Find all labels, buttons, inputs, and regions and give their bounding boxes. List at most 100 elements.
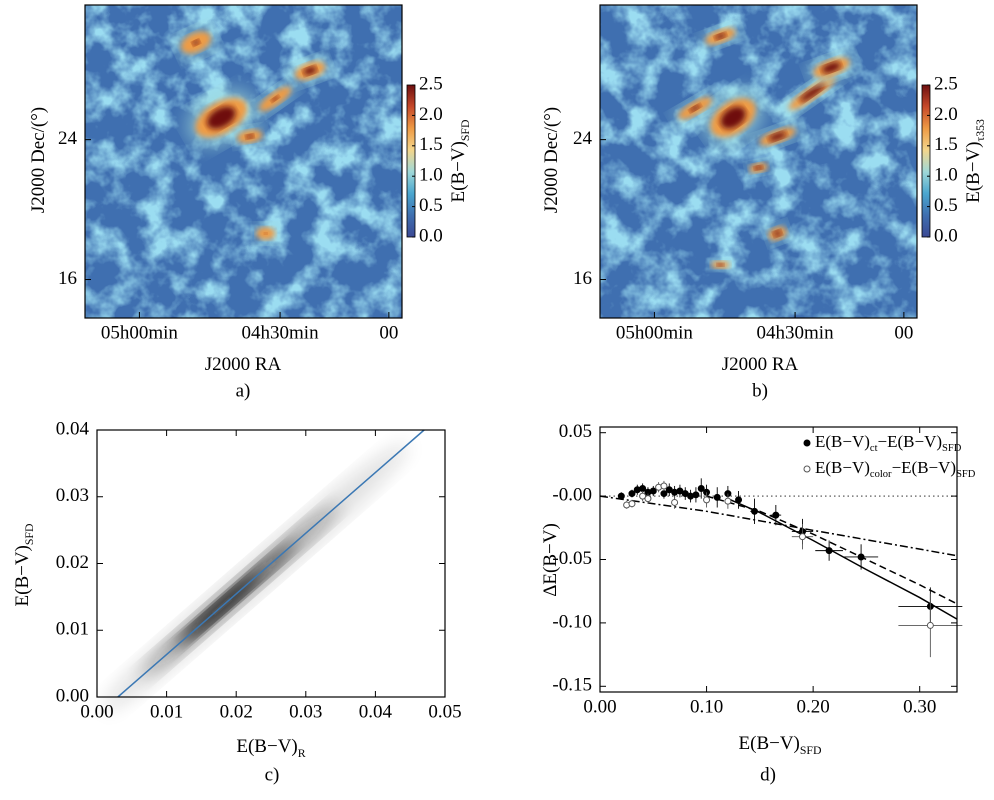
y-axis-label-part: J2000 Dec/(°) (541, 107, 562, 213)
model-line (599, 495, 958, 557)
map-feature (821, 62, 841, 73)
x-axis-label-part: J2000 RA (205, 354, 282, 375)
map-feature (192, 39, 200, 46)
colorbar-label-part: E(B−V) (448, 141, 469, 202)
y-axis-label-part: E(B−V) (12, 545, 33, 606)
x-tick-label: 0.00 (583, 696, 616, 717)
data-point (735, 496, 743, 504)
y-axis-label-part: ΔE(B−V) (540, 523, 561, 597)
y-tick-label: -0.10 (552, 611, 592, 632)
data-point (825, 547, 833, 555)
y-axis-label: J2000 Dec/(°) (28, 107, 49, 213)
legend-label-part: ct (870, 443, 878, 454)
x-axis-label: E(B−V)SFD (739, 733, 822, 757)
caption: a) (236, 380, 251, 401)
y-axis-label-part: J2000 Dec/(°) (28, 107, 49, 213)
legend-marker (803, 465, 811, 473)
colorbar-label-part: τ353 (974, 119, 987, 141)
data-point (649, 487, 657, 495)
map-image (600, 5, 917, 318)
x-tick-label: 0.10 (690, 696, 723, 717)
colorbar (406, 84, 416, 238)
caption: d) (760, 764, 776, 785)
x-tick-label: 00 (894, 322, 913, 343)
x-axis-label-part: SFD (800, 744, 822, 757)
map-feature (271, 95, 280, 102)
legend-label: E(B−V)color−E(B−V)SFD (815, 458, 976, 480)
data-point (639, 484, 647, 492)
y-axis-label: E(B−V)SFD (12, 523, 36, 606)
map-texture (85, 5, 402, 318)
colorbar-tick-label: 2.5 (419, 73, 443, 94)
colorbar-tick-label: 0.5 (419, 195, 443, 216)
y-axis-label-part: SFD (23, 523, 36, 545)
data-point (798, 533, 806, 541)
colorbar-tick-label: 1.5 (419, 134, 443, 155)
x-tick-label: 05h00min (616, 322, 694, 343)
map-feature (720, 106, 746, 129)
data-point (671, 498, 679, 506)
colorbar-tick-label: 1.0 (934, 165, 958, 186)
model-line (727, 497, 958, 620)
colorbar-label-part: E(B−V) (963, 142, 984, 203)
x-tick-label: 0.30 (903, 696, 936, 717)
legend-label-part: −E(B−V) (878, 432, 943, 451)
data-point (724, 497, 732, 505)
x-tick-label: 0.05 (428, 701, 461, 722)
data-point (660, 482, 668, 490)
y-tick-label: 16 (573, 268, 592, 289)
x-tick-label: 04h30min (757, 322, 835, 343)
data-point (703, 496, 711, 504)
x-tick-label: 04h30min (242, 322, 320, 343)
y-tick-label: 0.02 (56, 552, 89, 573)
y-tick-label: 0.03 (56, 485, 89, 506)
map-feature (716, 263, 725, 267)
y-tick-label: -0.15 (552, 675, 592, 696)
map-feature (768, 131, 787, 141)
plot-frame (599, 4, 918, 319)
x-tick-label: 0.03 (289, 701, 322, 722)
data-point (692, 491, 700, 499)
plot-frame (84, 4, 403, 319)
x-axis-label-part: J2000 RA (722, 354, 799, 375)
legend-marker (803, 439, 811, 447)
data-point (713, 493, 721, 501)
y-axis-label: ΔE(B−V) (540, 523, 561, 597)
y-tick-label: -0.05 (552, 548, 592, 569)
colorbar-label: E(B−V)SFD (448, 119, 472, 202)
colorbar-tick-label: 2.0 (419, 104, 443, 125)
data-point (857, 553, 865, 561)
x-axis-label: E(B−V)R (236, 736, 305, 760)
map-feature (264, 232, 268, 235)
colorbar-tick-label: 1.5 (934, 134, 958, 155)
x-tick-label: 0.01 (150, 701, 183, 722)
map-feature (303, 66, 317, 75)
data-point (697, 484, 705, 492)
y-tick-label: -0.00 (552, 484, 592, 505)
x-axis-label-part: E(B−V) (236, 736, 297, 757)
y-tick-label: 16 (58, 268, 77, 289)
y-tick-label: 0.04 (56, 418, 90, 439)
legend-label-part: color (870, 469, 892, 480)
data-point (617, 492, 625, 500)
data-point (772, 511, 780, 519)
legend-label-part: SFD (956, 469, 976, 480)
colorbar-label-part: SFD (459, 119, 472, 141)
data-point (751, 507, 759, 515)
data-point (660, 490, 668, 498)
caption: c) (265, 764, 280, 785)
x-tick-label: 0.02 (220, 701, 253, 722)
map-image (85, 5, 402, 318)
x-tick-label: 0.00 (80, 701, 113, 722)
fit-line (117, 429, 425, 698)
legend-label-part: −E(B−V) (892, 458, 957, 477)
y-tick-label: 0.01 (56, 619, 89, 640)
map-feature (754, 165, 763, 171)
colorbar-tick-label: 0.0 (419, 225, 443, 246)
map-feature (689, 104, 701, 112)
legend-label: E(B−V)ct−E(B−V)SFD (815, 432, 962, 454)
legend-label-part: E(B−V) (815, 458, 870, 477)
colorbar-tick-label: 0.5 (934, 195, 958, 216)
colorbar-tick-label: 2.0 (934, 104, 958, 125)
